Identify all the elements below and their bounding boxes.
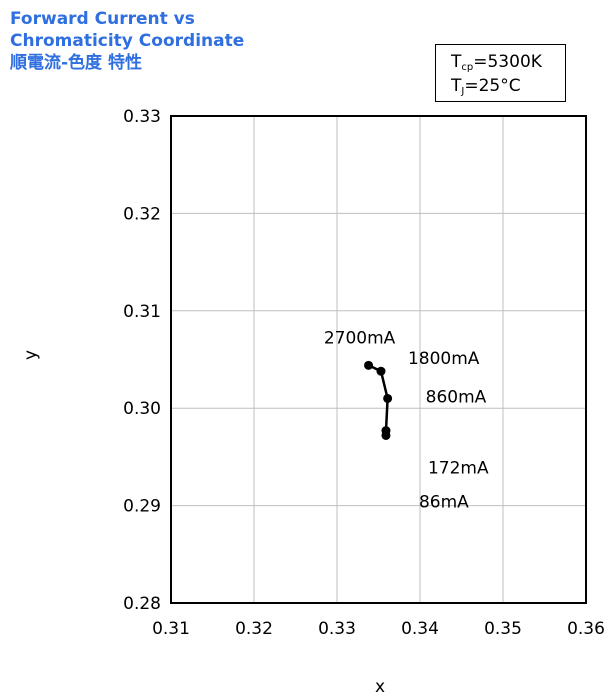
chart-title: Forward Current vs Chromaticity Coordina… <box>10 8 244 74</box>
tj-subscript: J <box>461 86 465 97</box>
x-tick-label: 0.34 <box>401 619 439 639</box>
y-tick-label: 0.30 <box>123 399 161 419</box>
data-point-label: 172mA <box>428 459 489 479</box>
x-axis-label: x <box>375 677 385 697</box>
tj-value: =25°C <box>464 76 521 96</box>
data-point-label: 2700mA <box>324 328 396 348</box>
y-tick-label: 0.31 <box>123 302 161 322</box>
x-tick-label: 0.32 <box>235 619 273 639</box>
x-tick-label: 0.35 <box>484 619 522 639</box>
x-tick-label: 0.31 <box>152 619 190 639</box>
y-tick-label: 0.28 <box>123 594 161 614</box>
x-tick-label: 0.33 <box>318 619 356 639</box>
y-tick-label: 0.32 <box>123 204 161 224</box>
data-point <box>364 360 374 370</box>
title-line-2: Chromaticity Coordinate <box>10 31 245 51</box>
y-tick-label: 0.33 <box>123 107 161 127</box>
tcp-condition: Tcp=5300K <box>451 52 542 73</box>
tj-condition: TJ=25°C <box>451 76 521 97</box>
plot-frame <box>170 115 587 604</box>
title-line-1: Forward Current vs <box>10 9 195 29</box>
grid-layer <box>171 116 586 603</box>
tcp-symbol: T <box>451 52 462 72</box>
data-point <box>383 393 393 403</box>
data-point-label: 1800mA <box>408 349 480 369</box>
conditions-box: Tcp=5300K TJ=25°C <box>435 44 566 102</box>
tj-symbol: T <box>451 76 462 96</box>
data-point-label: 86mA <box>419 492 469 512</box>
tcp-subscript: cp <box>461 62 474 73</box>
tick-labels-layer: 0.31 0.32 0.33 0.34 0.35 0.36 0.28 0.29 0.30 0.31… <box>123 107 605 639</box>
data-point <box>376 366 386 376</box>
points-layer: 86mA 172mA 860mA 1800mA 2700mA <box>324 328 489 512</box>
data-point <box>381 426 391 436</box>
x-tick-label: 0.36 <box>567 619 605 639</box>
y-tick-label: 0.29 <box>123 497 161 517</box>
title-line-3: 順電流-色度 特性 <box>10 53 142 73</box>
tcp-value: =5300K <box>473 52 542 72</box>
data-point-label: 860mA <box>426 387 487 407</box>
y-axis-label: y <box>21 350 41 360</box>
